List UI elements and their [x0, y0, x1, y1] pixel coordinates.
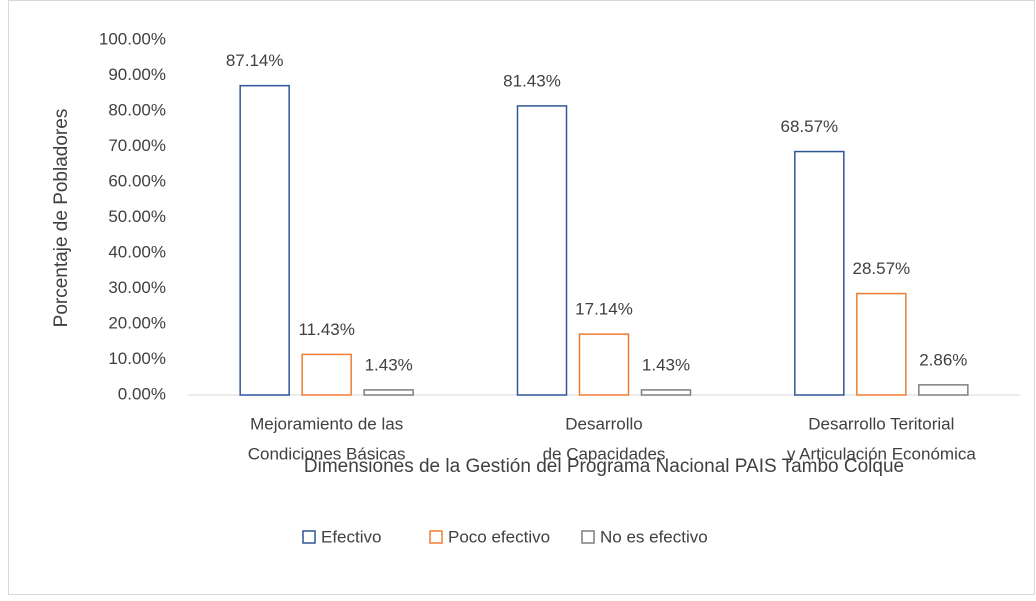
y-tick-label: 30.00% [108, 278, 166, 297]
x-tick-label: y Articulación Económica [787, 444, 977, 463]
x-axis-label: Dimensiones de la Gestión del Programa N… [304, 456, 904, 477]
bar [578, 333, 630, 396]
bar [239, 84, 290, 396]
x-tick-label: Mejoramiento de las [250, 414, 403, 433]
legend-label: No es efectivo [600, 527, 708, 546]
y-tick-label: 0.00% [118, 384, 166, 403]
y-tick-label: 80.00% [108, 100, 166, 119]
data-label: 28.57% [852, 259, 910, 278]
x-tick-label: Desarrollo [565, 414, 642, 433]
bar [856, 292, 907, 396]
data-label: 81.43% [503, 71, 561, 90]
x-tick-label: Condiciones Básicas [248, 444, 406, 463]
y-tick-label: 60.00% [108, 171, 166, 190]
data-label: 1.43% [365, 355, 413, 374]
bar [918, 384, 969, 396]
bar [301, 353, 352, 396]
data-label: 17.14% [575, 300, 633, 319]
bar [794, 150, 845, 396]
y-tick-label: 40.00% [108, 242, 166, 261]
data-label: 68.57% [780, 117, 838, 136]
x-tick-label: de Capacidades [543, 444, 666, 463]
y-tick-label: 10.00% [108, 349, 166, 368]
data-label: 87.14% [226, 51, 284, 70]
y-tick-label: 70.00% [108, 136, 166, 155]
data-label: 2.86% [919, 350, 967, 369]
x-tick-label: Desarrollo Teritorial [808, 414, 954, 433]
y-tick-label: 50.00% [108, 207, 166, 226]
legend-label: Poco efectivo [448, 527, 550, 546]
y-axis-label: Porcentaje de Pobladores [51, 109, 72, 328]
legend-swatch [581, 530, 595, 544]
bar [516, 105, 568, 396]
bar [363, 389, 414, 396]
y-tick-label: 100.00% [99, 29, 166, 48]
data-label: 11.43% [298, 320, 354, 339]
legend-swatch [302, 530, 316, 544]
data-label: 1.43% [642, 355, 690, 374]
y-tick-label: 90.00% [108, 65, 166, 84]
bar [640, 389, 692, 396]
legend-label: Efectivo [321, 527, 381, 546]
legend-swatch [429, 530, 443, 544]
y-tick-label: 20.00% [108, 313, 166, 332]
